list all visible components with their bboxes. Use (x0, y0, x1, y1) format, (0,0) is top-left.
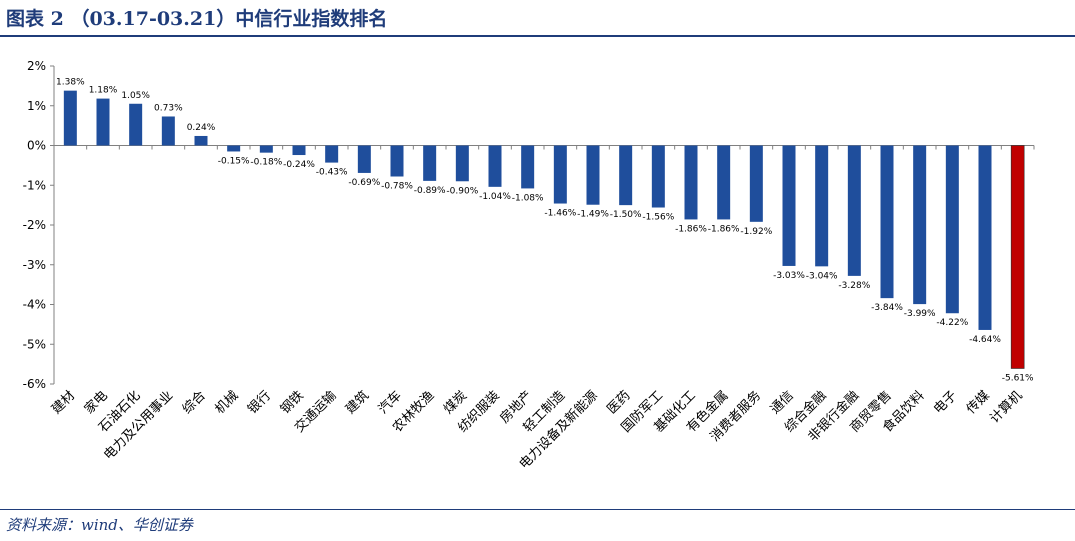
data-label: -0.89% (414, 186, 446, 196)
bar-国防军工 (651, 145, 665, 208)
data-label: -1.08% (512, 193, 544, 203)
category-label: 通信 (768, 388, 797, 417)
category-label: 家电 (81, 388, 111, 418)
data-label: 1.05% (121, 91, 150, 101)
y-tick-label: -4% (23, 298, 46, 312)
data-label: -1.86% (708, 224, 740, 234)
category-label: 建材 (49, 388, 78, 417)
data-label: -1.56% (642, 213, 674, 223)
bar-非银行金融 (847, 145, 861, 276)
bar-纺织服装 (488, 145, 502, 187)
data-label: 1.18% (89, 86, 118, 96)
bar-交通运输 (325, 145, 339, 163)
data-label: -3.99% (904, 309, 936, 319)
category-label: 机械 (212, 388, 241, 417)
chart-title: 图表 2 （03.17-03.21）中信行业指数排名 (6, 8, 388, 30)
bar-传媒 (978, 145, 992, 330)
bar-综合金融 (815, 145, 829, 267)
data-label: -1.46% (544, 209, 576, 219)
data-label: -1.92% (740, 227, 772, 237)
bar-银行 (259, 145, 273, 153)
category-label: 银行 (245, 388, 274, 417)
category-label: 汽车 (375, 388, 405, 418)
y-tick-label: 0% (27, 139, 46, 153)
data-label: -1.50% (610, 210, 642, 220)
bar-农林牧渔 (423, 145, 437, 181)
header-rule (0, 35, 1075, 37)
bar-基础化工 (684, 145, 698, 220)
data-label: -0.43% (316, 168, 348, 178)
data-label: -0.18% (250, 158, 282, 168)
y-tick-label: 2% (27, 59, 46, 73)
data-label: -1.86% (675, 224, 707, 234)
data-label: -3.84% (871, 303, 903, 313)
bar-商贸零售 (880, 145, 894, 299)
data-label: -0.15% (218, 156, 250, 166)
category-label: 电子 (931, 388, 960, 417)
bar-石油石化 (129, 103, 143, 146)
bar-建筑 (357, 145, 371, 173)
bar-煤炭 (455, 145, 469, 182)
data-label: -4.64% (969, 335, 1001, 345)
bar-机械 (227, 145, 241, 152)
data-label: -0.24% (283, 160, 315, 170)
bar-轻工制造 (553, 145, 567, 204)
data-label: 0.73% (154, 103, 183, 113)
data-label: -0.90% (446, 186, 478, 196)
category-label: 建筑 (342, 388, 372, 418)
data-label: -3.28% (838, 281, 870, 291)
y-tick-label: -3% (23, 258, 46, 272)
category-label: 计算机 (987, 388, 1025, 426)
y-tick-label: -2% (23, 218, 46, 232)
category-label: 钢铁 (278, 388, 307, 417)
y-tick-label: -6% (23, 377, 46, 391)
bar-医药 (619, 145, 633, 206)
bar-钢铁 (292, 145, 306, 156)
bar-建材 (63, 90, 77, 146)
category-label: 煤炭 (441, 388, 470, 417)
data-label: -1.04% (479, 192, 511, 202)
data-label: -5.61% (1002, 373, 1034, 383)
source-note: 资料来源：wind、华创证券 (6, 516, 193, 534)
data-label: -1.49% (577, 210, 609, 220)
category-label: 综合 (180, 388, 209, 417)
bar-电力设备及新能源 (586, 145, 600, 205)
data-label: 0.24% (187, 123, 216, 133)
bar-汽车 (390, 145, 404, 177)
bar-有色金属 (717, 145, 731, 220)
footer-rule (0, 509, 1075, 510)
category-label: 医药 (604, 388, 633, 417)
data-label: -0.78% (381, 182, 413, 192)
bar-电子 (945, 145, 959, 314)
bar-消费者服务 (749, 145, 763, 222)
bar-电力及公用事业 (161, 116, 175, 146)
bar-食品饮料 (913, 145, 927, 305)
bar-chart: 2% 1% 0% -1% -2% -3% -4% -5% -6% 1.38% 1.18%1.05%… (23, 59, 1035, 472)
data-label: 1.38% (56, 78, 85, 88)
data-label: -3.03% (773, 271, 805, 281)
bar-房地产 (521, 145, 535, 189)
y-tick-label: 1% (27, 99, 46, 113)
y-tick-label: -5% (23, 337, 46, 351)
data-label: -3.04% (806, 271, 838, 281)
bar-家电 (96, 98, 110, 146)
data-label: -4.22% (936, 318, 968, 328)
y-tick-label: -1% (23, 178, 46, 192)
category-label: 传媒 (964, 388, 993, 417)
bar-计算机 (1010, 145, 1025, 369)
bar-通信 (782, 145, 796, 266)
data-label: -0.69% (348, 178, 380, 188)
bar-综合 (194, 135, 208, 146)
